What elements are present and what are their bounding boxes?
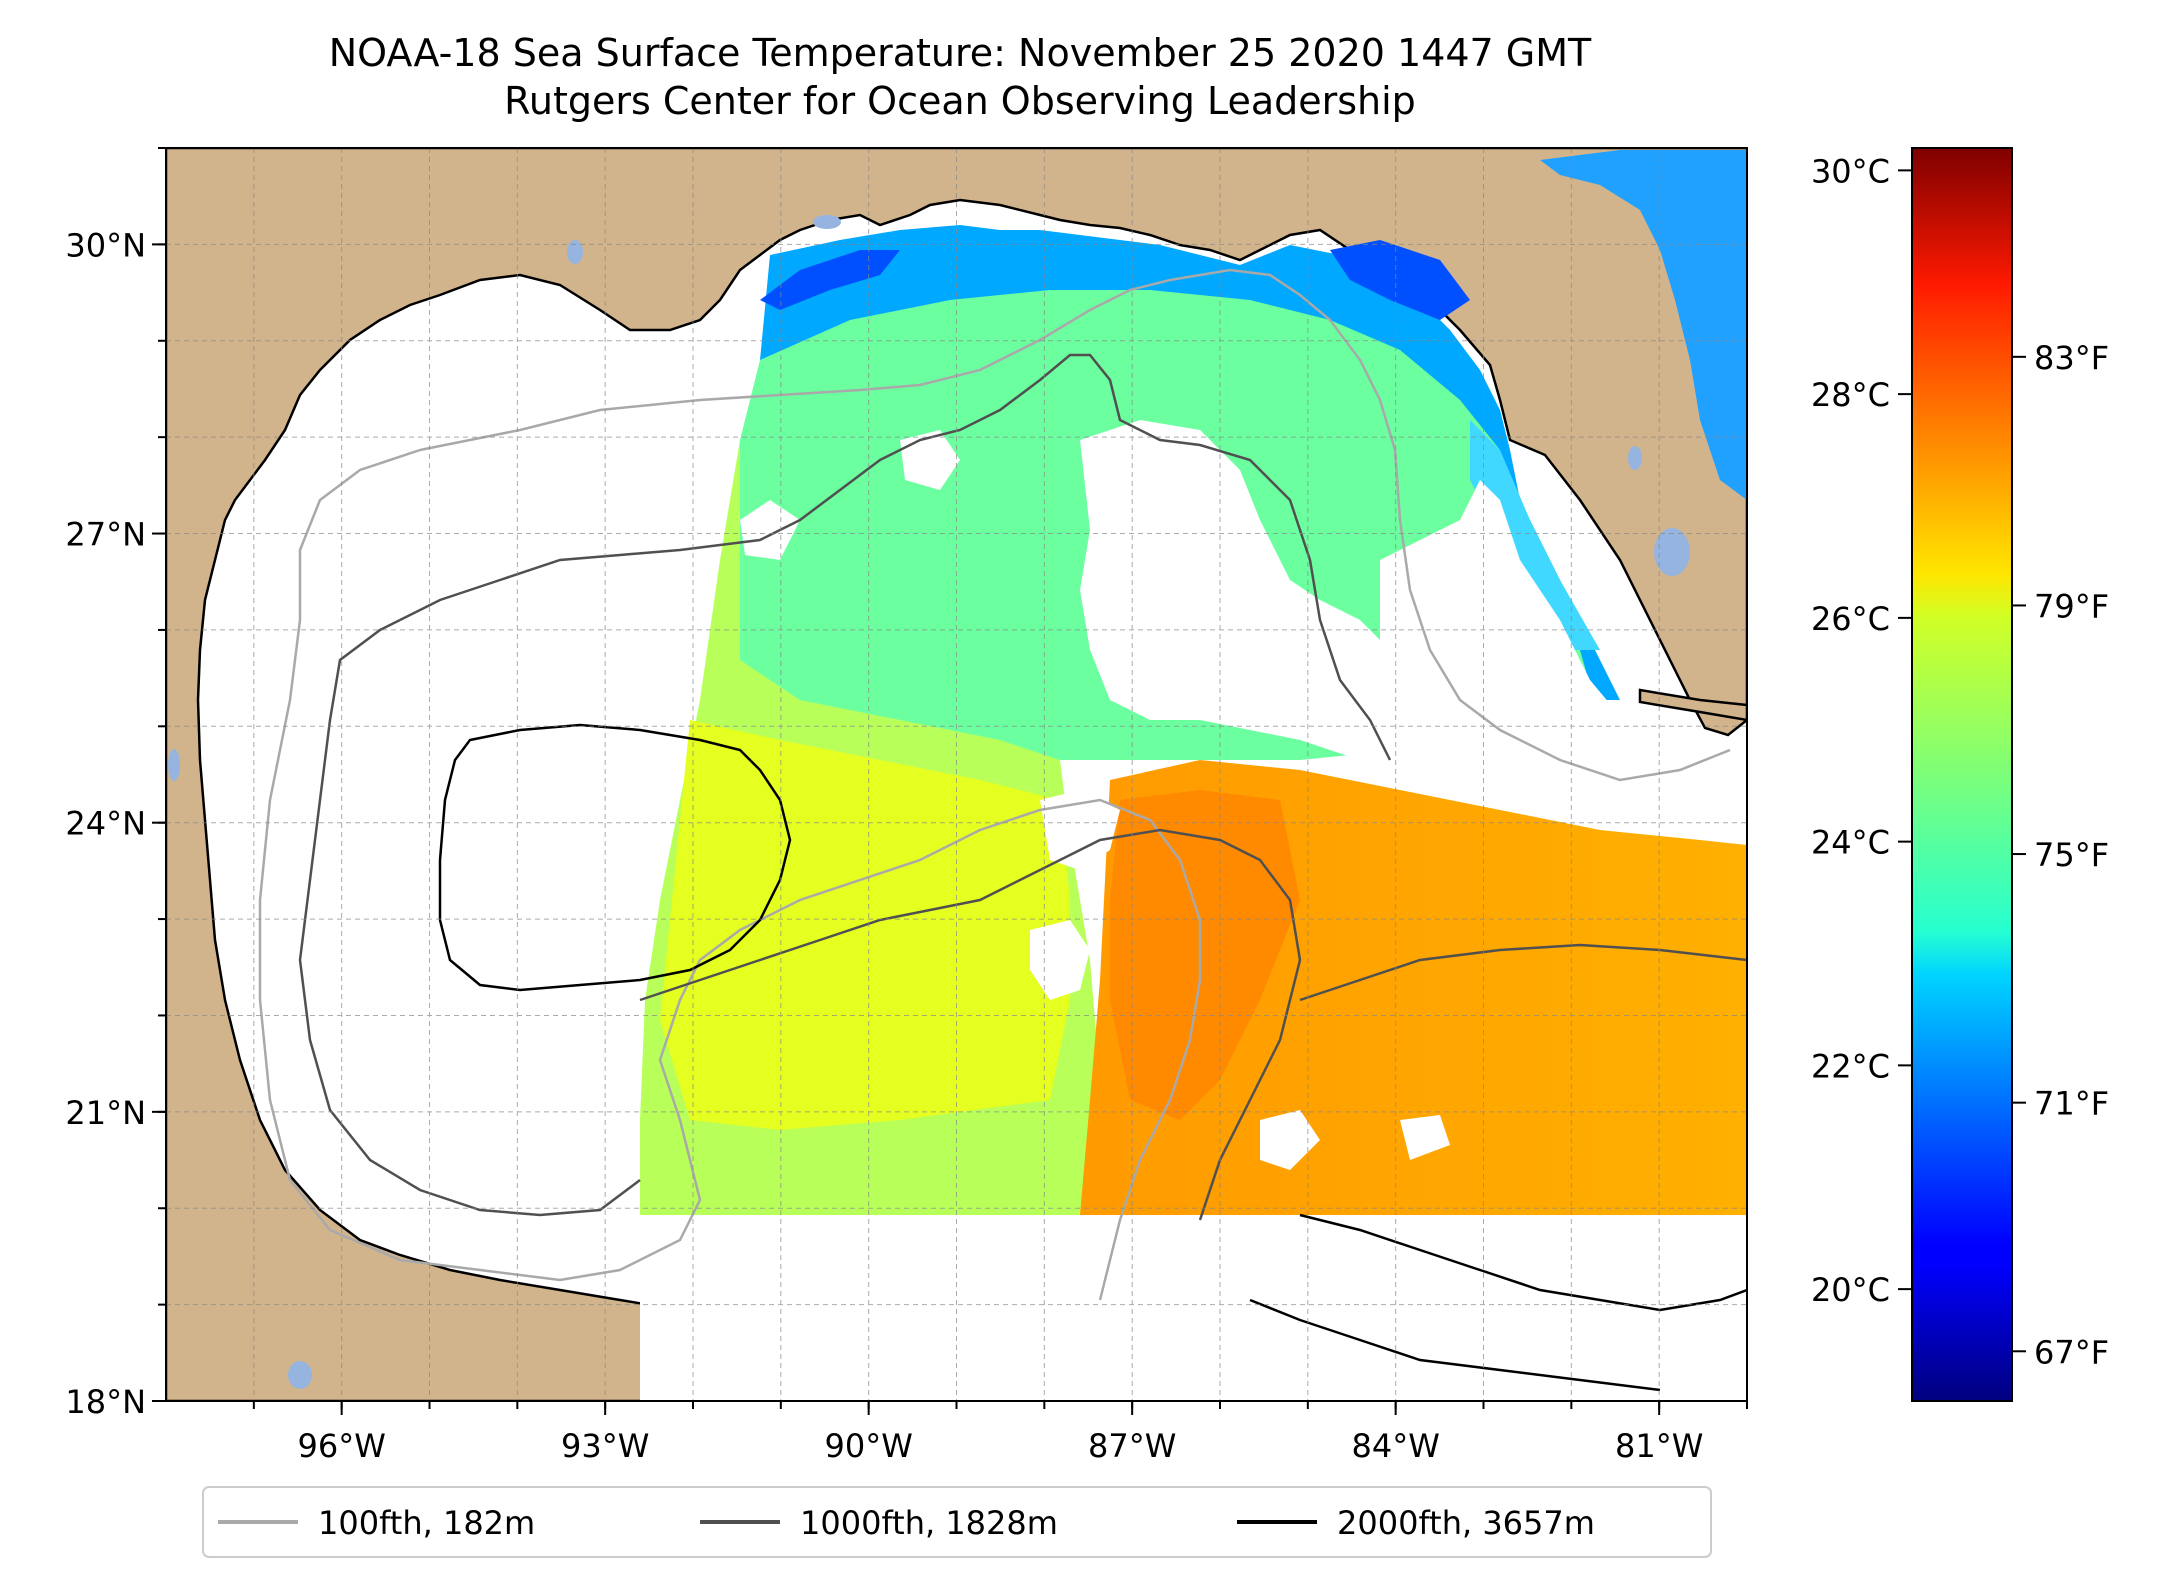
colorbar-celsius-label: 20°C — [1811, 1271, 1890, 1309]
legend-item: 1000fth, 1828m — [700, 1504, 1058, 1542]
colorbar-fahrenheit-label: 75°F — [2034, 836, 2109, 874]
longitude-axis: 96°W 93°W 90°W 87°W 84°W 81°W — [252, 1401, 1748, 1465]
lakes-layer — [168, 215, 1690, 1389]
lat-tick-label: 27°N — [65, 516, 146, 554]
legend-box — [202, 1486, 1712, 1558]
lat-tick-label: 24°N — [65, 805, 146, 843]
colorbar: 20°C 22°C 24°C 26°C 28°C 30°C 67°F 71°F 75°F 79°… — [1811, 147, 2109, 1402]
contour-100fth — [258, 268, 1731, 1301]
legend-label: 100fth, 182m — [318, 1504, 535, 1542]
colorbar-gradient — [1911, 147, 2013, 1402]
legend-label: 2000fth, 3657m — [1337, 1504, 1595, 1542]
lon-tick-label: 90°W — [824, 1427, 912, 1465]
colorbar-fahrenheit-label: 79°F — [2034, 587, 2109, 625]
colorbar-celsius-ticks: 20°C 22°C 24°C 26°C 28°C 30°C — [1811, 152, 1912, 1309]
legend-item: 100fth, 182m — [218, 1504, 535, 1542]
lat-tick-label: 21°N — [65, 1094, 146, 1132]
lon-tick-label: 93°W — [561, 1427, 649, 1465]
gridlines — [166, 148, 1747, 1401]
latitude-axis: 18°N 21°N 24°N 27°N 30°N — [65, 147, 166, 1421]
legend-item: 2000fth, 3657m — [1237, 1504, 1595, 1542]
lat-tick-label: 18°N — [65, 1383, 146, 1421]
lake-okeechobee — [1654, 528, 1690, 576]
lon-tick-label: 84°W — [1351, 1427, 1439, 1465]
map-title: NOAA-18 Sea Surface Temperature: Novembe… — [328, 31, 1592, 75]
map-subtitle: Rutgers Center for Ocean Observing Leade… — [504, 79, 1416, 123]
no-data-band — [640, 1215, 1747, 1401]
lon-tick-label: 96°W — [297, 1427, 385, 1465]
sst-loop-current-core — [1110, 790, 1300, 1120]
lon-tick-label: 81°W — [1615, 1427, 1703, 1465]
colorbar-celsius-label: 30°C — [1811, 152, 1890, 190]
colorbar-celsius-label: 28°C — [1811, 376, 1890, 414]
colorbar-celsius-label: 22°C — [1811, 1047, 1890, 1085]
contour-1000fth — [298, 353, 1747, 1221]
legend: 100fth, 182m 1000fth, 1828m 2000fth, 3657m — [202, 1486, 1712, 1558]
contour-2000fth — [438, 723, 1747, 1392]
colorbar-fahrenheit-ticks: 67°F 71°F 75°F 79°F 83°F — [2012, 339, 2109, 1371]
colorbar-fahrenheit-label: 71°F — [2034, 1085, 2109, 1123]
land-florida-keys — [1638, 688, 1747, 722]
colorbar-celsius-label: 26°C — [1811, 600, 1890, 638]
lon-tick-label: 87°W — [1088, 1427, 1176, 1465]
bathymetry-contours — [258, 268, 1747, 1392]
colorbar-fahrenheit-label: 67°F — [2034, 1333, 2109, 1371]
cloud-gaps — [740, 420, 1640, 1170]
colorbar-celsius-label: 24°C — [1811, 824, 1890, 862]
legend-label: 1000fth, 1828m — [800, 1504, 1058, 1542]
colorbar-fahrenheit-label: 83°F — [2034, 339, 2109, 377]
lat-tick-label: 30°N — [65, 226, 146, 264]
sst-florida-coastal — [1540, 150, 1747, 500]
